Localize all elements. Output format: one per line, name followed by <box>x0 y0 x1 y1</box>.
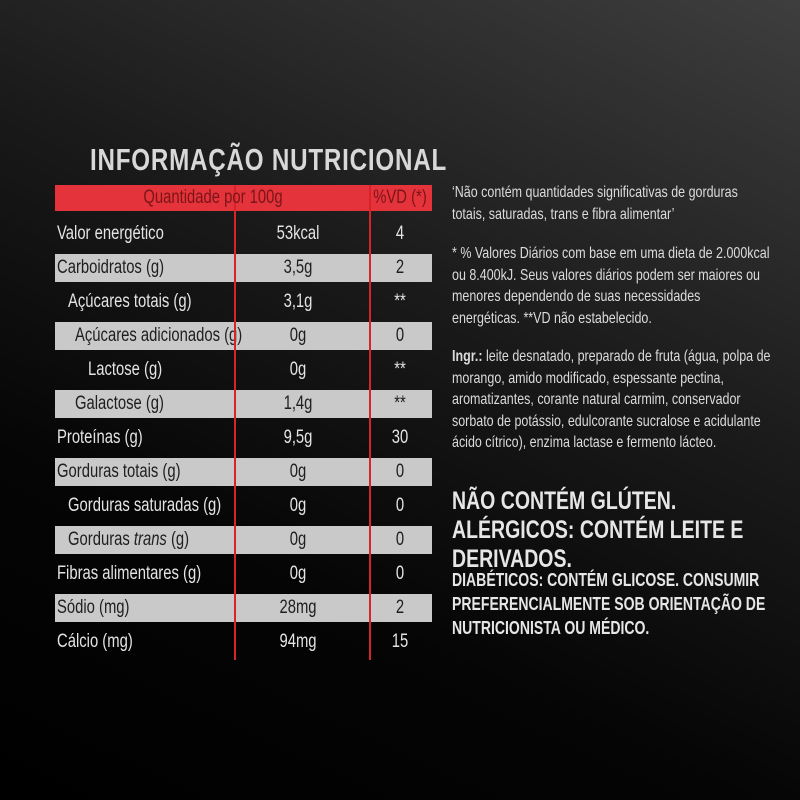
vd-text: 0 <box>395 325 405 346</box>
nutrient-name: Gorduras totais (g) <box>57 458 215 486</box>
name-text: Lactose (g) <box>88 359 163 380</box>
vd-text: 0 <box>395 461 405 482</box>
vd: 2 <box>395 594 406 622</box>
amount-text: 28mg <box>279 597 317 618</box>
vd-text: 0 <box>395 563 405 584</box>
name-part: (g) <box>166 529 190 550</box>
vd-text: 30 <box>391 427 409 448</box>
name-text: Valor energético <box>57 223 164 244</box>
amount: 94mg <box>274 628 322 656</box>
amount-text: 0g <box>289 359 307 380</box>
amount: 28mg <box>274 594 322 622</box>
amount: 0g <box>287 356 308 384</box>
vd-text: 0 <box>395 495 405 516</box>
amount: 0g <box>287 526 308 554</box>
ingredients-text: leite desnatado, preparado de fruta (águ… <box>452 348 771 451</box>
nutrient-name: Galactose (g) <box>75 390 189 418</box>
amount: 53kcal <box>271 220 326 248</box>
nutrient-name: Lactose (g) <box>88 356 183 384</box>
name-text: Açúcares totais (g) <box>68 291 192 312</box>
name-text: Gorduras totais (g) <box>57 461 181 482</box>
amount-text: 0g <box>289 563 307 584</box>
nutrient-name: Fibras alimentares (g) <box>57 560 242 588</box>
vd: 15 <box>389 628 410 656</box>
amount-text: 94mg <box>279 631 317 652</box>
nutrient-name: Cálcio (mg) <box>57 628 154 656</box>
nutrient-name: Gorduras trans (g) <box>68 526 223 554</box>
ingredients: Ingr.: leite desnatado, preparado de fru… <box>452 346 772 454</box>
amount-text: 0g <box>289 495 307 516</box>
vd: 0 <box>395 492 406 520</box>
allergens: NÃO CONTÉM GLÚTEN. ALÉRGICOS: CONTÉM LEI… <box>452 487 744 573</box>
vd-text: 15 <box>391 631 409 652</box>
vd: 0 <box>395 458 406 486</box>
name-part: trans <box>133 529 167 550</box>
name-part: Gorduras <box>68 529 134 550</box>
name-text: Fibras alimentares (g) <box>57 563 202 584</box>
amount: 0g <box>287 322 308 350</box>
nutrient-name: Gorduras saturadas (g) <box>68 492 264 520</box>
vd: ** <box>393 390 408 418</box>
name-text: Açúcares adicionados (g) <box>75 325 243 346</box>
amount: 0g <box>287 492 308 520</box>
name-text: Gorduras trans (g) <box>68 526 189 554</box>
vd-text: 2 <box>395 597 405 618</box>
amount-text: 0g <box>289 325 307 346</box>
amount-text: 3,5g <box>283 257 313 278</box>
name-text: Gorduras saturadas (g) <box>68 495 222 516</box>
amount-text: 0g <box>289 461 307 482</box>
diabetics: DIABÉTICOS: CONTÉM GLICOSE. CONSUMIR PRE… <box>452 570 766 638</box>
name-text: Proteínas (g) <box>57 427 143 448</box>
vd-text: ** <box>394 393 406 414</box>
column-divider <box>369 185 371 660</box>
nutrient-name: Açúcares adicionados (g) <box>75 322 289 350</box>
vd: 0 <box>395 526 406 554</box>
vd: 0 <box>395 560 406 588</box>
vd-note: * % Valores Diários com base em uma diet… <box>452 245 770 327</box>
vd-text: 2 <box>395 257 405 278</box>
amount: 3,5g <box>280 254 317 282</box>
header-quantity: Quantidade por 100g <box>124 184 303 212</box>
nutrient-name: Sódio (mg) <box>57 594 150 622</box>
vd: 30 <box>389 424 410 452</box>
header-text: Quantidade por 100g <box>143 187 283 208</box>
vd: ** <box>393 288 408 316</box>
amount-text: 9,5g <box>283 427 313 448</box>
ingredients-label: Ingr.: <box>452 348 483 365</box>
amount-text: 3,1g <box>283 291 313 312</box>
nutrient-name: Valor energético <box>57 220 194 248</box>
amount-text: 1,4g <box>283 393 313 414</box>
vd: 4 <box>395 220 406 248</box>
name-text: Carboidratos (g) <box>57 257 165 278</box>
name-text: Galactose (g) <box>75 393 164 414</box>
header-vd: %VD (*) <box>366 184 435 212</box>
vd-text: ** <box>394 291 406 312</box>
amount: 9,5g <box>280 424 317 452</box>
vd-text: ** <box>394 359 406 380</box>
column-divider <box>234 185 236 660</box>
header-text: %VD (*) <box>373 187 427 208</box>
amount: 0g <box>287 560 308 588</box>
nutrient-name: Açúcares totais (g) <box>68 288 226 316</box>
amount-text: 53kcal <box>276 223 320 244</box>
title: INFORMAÇÃO NUTRICIONAL <box>90 142 447 177</box>
nutrient-name: Proteínas (g) <box>57 424 167 452</box>
amount-text: 0g <box>289 529 307 550</box>
amount: 0g <box>287 458 308 486</box>
amount: 3,1g <box>280 288 317 316</box>
nutrient-name: Carboidratos (g) <box>57 254 194 282</box>
name-text: Cálcio (mg) <box>57 631 133 652</box>
vd-text: 4 <box>395 223 405 244</box>
vd-text: 0 <box>395 529 405 550</box>
amount: 1,4g <box>280 390 317 418</box>
vd: ** <box>393 356 408 384</box>
claim-note: ‘Não contém quantidades significativas d… <box>452 184 738 223</box>
name-text: Sódio (mg) <box>57 597 130 618</box>
vd: 0 <box>395 322 406 350</box>
vd: 2 <box>395 254 406 282</box>
